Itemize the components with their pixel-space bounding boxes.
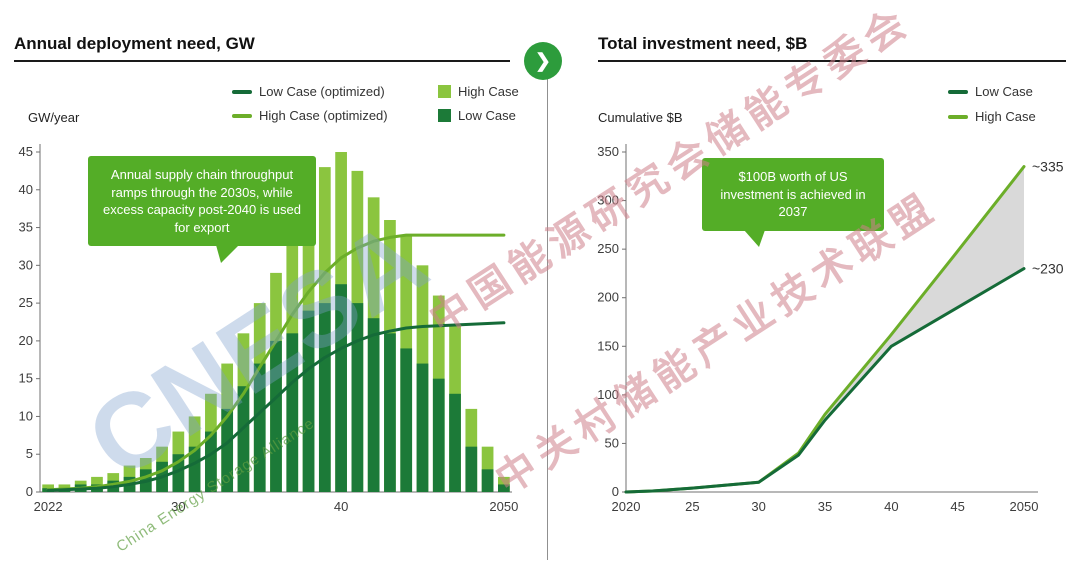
high-case-optimized-line-swatch [232,113,252,118]
right-callout: $100B worth of US investment is achieved… [702,158,884,247]
panel-divider [547,62,548,560]
right-callout-text: $100B worth of US investment is achieved… [720,169,866,220]
svg-text:0: 0 [26,484,33,499]
left-callout: Annual supply chain throughput ramps thr… [88,156,316,264]
svg-text:200: 200 [597,290,619,305]
left-callout-pointer [216,245,239,264]
legend-label: Low Case [975,84,1033,99]
svg-text:40: 40 [19,182,33,197]
svg-text:2022: 2022 [34,499,63,514]
right-y-axis-label: Cumulative $B [598,110,683,125]
svg-text:40: 40 [334,499,348,514]
svg-text:40: 40 [884,499,898,514]
low-case-line-swatch [948,89,968,94]
left-callout-text: Annual supply chain throughput ramps thr… [103,167,301,235]
svg-text:30: 30 [19,257,33,272]
svg-text:100: 100 [597,387,619,402]
high-case-line-swatch [948,114,968,119]
legend-label: Low Case (optimized) [259,84,385,99]
legend-label: High Case [458,84,519,99]
svg-text:10: 10 [19,408,33,423]
left-chart-title-text: Annual deployment need, [14,34,221,53]
svg-text:30: 30 [751,499,765,514]
svg-text:2050: 2050 [1010,499,1039,514]
svg-text:30: 30 [171,499,185,514]
svg-text:~230: ~230 [1032,261,1064,277]
legend-label: Low Case [458,108,516,123]
deployment-chart: 0 5 10 15 20 25 30 35 40 45 2022 30 40 2050 [19,144,518,514]
right-legend: Low Case High Case [948,84,1036,124]
svg-text:20: 20 [19,333,33,348]
legend-label: High Case [975,109,1036,124]
svg-text:0: 0 [612,484,619,499]
svg-text:35: 35 [818,499,832,514]
investment-chart: 0 50 100 150 200 250 300 350 ~335 ~230 2020 25 30 35 4… [597,144,1064,514]
legend-item-low-case: Low Case [438,108,519,123]
chevron-right-icon: ❯ [535,50,551,72]
high-case-bar-swatch [438,85,451,98]
svg-text:2020: 2020 [612,499,641,514]
low-case-optimized-line-swatch [232,89,252,94]
svg-text:15: 15 [19,371,33,386]
legend-label: High Case (optimized) [259,108,388,123]
left-chart-title-unit: GW [220,34,255,53]
svg-text:50: 50 [605,435,619,450]
right-chart-title-text: Total investment need, [598,34,781,53]
svg-text:300: 300 [597,193,619,208]
svg-text:5: 5 [26,446,33,461]
svg-text:45: 45 [950,499,964,514]
svg-text:250: 250 [597,241,619,256]
right-chart-title-unit: $B [780,34,808,53]
low-case-bar-swatch [438,109,451,122]
left-legend: Low Case (optimized) High Case High Case… [232,84,519,123]
left-title-rule [14,60,510,62]
svg-text:350: 350 [597,144,619,159]
right-title-rule [598,60,1066,62]
right-callout-pointer [744,229,765,247]
legend-item-high-case: High Case [438,84,519,99]
legend-item-low-case-optimized: Low Case (optimized) [232,84,424,99]
legend-item-low-case: Low Case [948,84,1036,99]
left-y-axis-label: GW/year [28,110,80,125]
svg-text:2050: 2050 [489,499,518,514]
legend-item-high-case: High Case [948,109,1036,124]
next-arrow-badge: ❯ [524,42,562,80]
svg-text:150: 150 [597,338,619,353]
svg-text:25: 25 [19,295,33,310]
svg-text:25: 25 [685,499,699,514]
svg-text:~335: ~335 [1032,159,1064,175]
left-chart-title: Annual deployment need, GW [14,34,255,54]
right-chart-title: Total investment need, $B [598,34,807,54]
svg-text:45: 45 [19,144,33,159]
svg-text:35: 35 [19,220,33,235]
legend-item-high-case-optimized: High Case (optimized) [232,108,424,123]
